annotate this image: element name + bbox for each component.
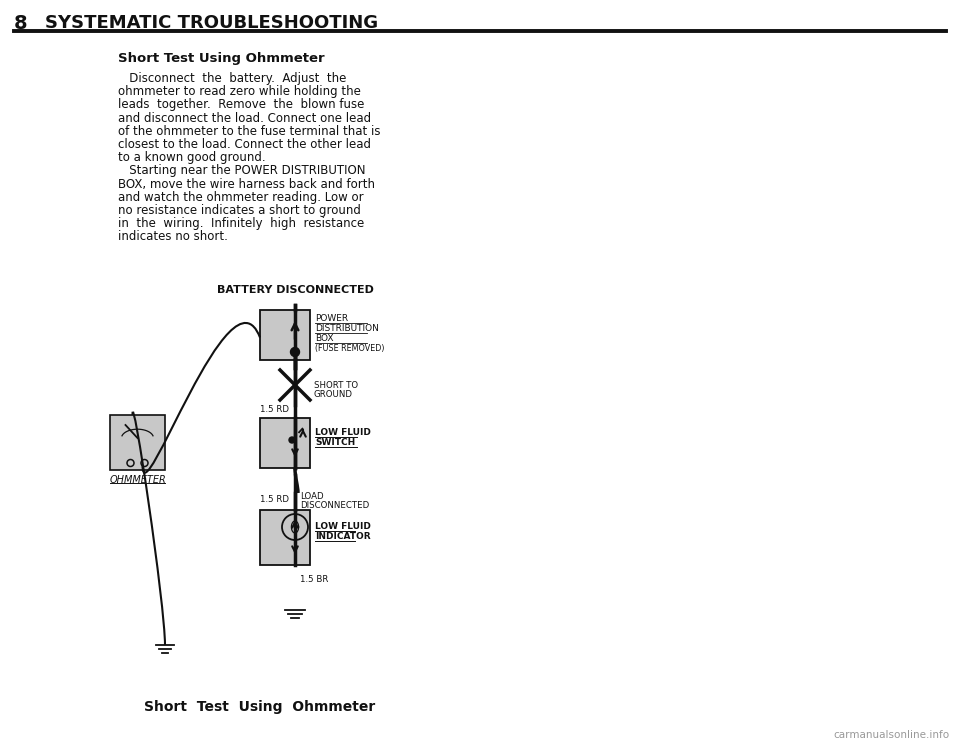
Text: SYSTEMATIC TROUBLESHOOTING: SYSTEMATIC TROUBLESHOOTING xyxy=(45,14,378,32)
Text: in  the  wiring.  Infinitely  high  resistance: in the wiring. Infinitely high resistanc… xyxy=(118,217,364,231)
Text: of the ohmmeter to the fuse terminal that is: of the ohmmeter to the fuse terminal tha… xyxy=(118,125,380,138)
Text: BOX, move the wire harness back and forth: BOX, move the wire harness back and fort… xyxy=(118,178,375,190)
Text: carmanualsonline.info: carmanualsonline.info xyxy=(834,730,950,740)
FancyBboxPatch shape xyxy=(260,310,310,360)
Text: and disconnect the load. Connect one lead: and disconnect the load. Connect one lea… xyxy=(118,112,372,125)
Text: no resistance indicates a short to ground: no resistance indicates a short to groun… xyxy=(118,204,361,217)
Text: closest to the load. Connect the other lead: closest to the load. Connect the other l… xyxy=(118,138,371,151)
Text: indicates no short.: indicates no short. xyxy=(118,231,228,243)
Circle shape xyxy=(291,348,300,357)
Text: (FUSE REMOVED): (FUSE REMOVED) xyxy=(315,344,385,353)
Text: BOX: BOX xyxy=(315,334,333,343)
Text: leads  together.  Remove  the  blown fuse: leads together. Remove the blown fuse xyxy=(118,98,365,111)
Text: 8: 8 xyxy=(14,14,28,33)
Text: to a known good ground.: to a known good ground. xyxy=(118,151,266,164)
FancyBboxPatch shape xyxy=(260,510,310,565)
Text: POWER: POWER xyxy=(315,314,348,323)
FancyBboxPatch shape xyxy=(260,418,310,468)
Text: SWITCH: SWITCH xyxy=(315,438,355,447)
Text: BATTERY DISCONNECTED: BATTERY DISCONNECTED xyxy=(217,285,373,295)
Text: DISCONNECTED: DISCONNECTED xyxy=(300,501,370,510)
Text: LOW FLUID: LOW FLUID xyxy=(315,522,371,531)
Text: GROUND: GROUND xyxy=(314,390,353,399)
Text: Disconnect  the  battery.  Adjust  the: Disconnect the battery. Adjust the xyxy=(118,72,347,85)
Text: 1.5 RD: 1.5 RD xyxy=(260,405,289,414)
Circle shape xyxy=(289,437,295,443)
Text: SHORT TO: SHORT TO xyxy=(314,381,358,390)
Text: 1.5 BR: 1.5 BR xyxy=(300,575,328,584)
FancyBboxPatch shape xyxy=(110,415,165,470)
Text: INDICATOR: INDICATOR xyxy=(315,532,371,541)
Text: LOAD: LOAD xyxy=(300,492,324,501)
Text: Short  Test  Using  Ohmmeter: Short Test Using Ohmmeter xyxy=(144,700,375,714)
Text: ohmmeter to read zero while holding the: ohmmeter to read zero while holding the xyxy=(118,85,361,98)
Text: and watch the ohmmeter reading. Low or: and watch the ohmmeter reading. Low or xyxy=(118,191,364,204)
Text: DISTRIBUTION: DISTRIBUTION xyxy=(315,324,379,333)
Text: OHMMETER: OHMMETER xyxy=(109,475,166,485)
Text: Starting near the POWER DISTRIBUTION: Starting near the POWER DISTRIBUTION xyxy=(118,164,366,178)
Text: Short Test Using Ohmmeter: Short Test Using Ohmmeter xyxy=(118,52,324,65)
Text: 1.5 RD: 1.5 RD xyxy=(260,495,289,504)
Text: LOW FLUID: LOW FLUID xyxy=(315,428,371,437)
